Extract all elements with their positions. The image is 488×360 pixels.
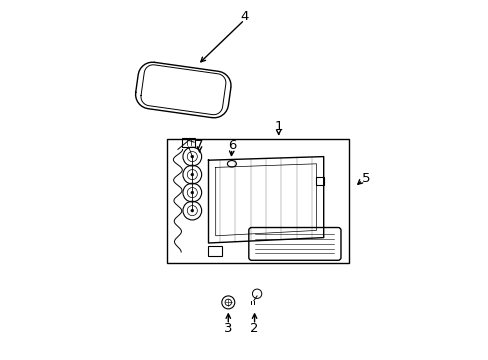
Bar (316, 177, 324, 185)
Bar (167, 139, 348, 263)
Text: 6: 6 (227, 139, 236, 152)
Bar (182, 138, 195, 147)
Text: 3: 3 (224, 322, 232, 335)
Bar (208, 246, 222, 256)
Circle shape (190, 155, 193, 158)
Text: 5: 5 (361, 172, 370, 185)
Circle shape (190, 209, 193, 212)
Text: 4: 4 (240, 10, 248, 23)
Circle shape (190, 173, 193, 176)
Circle shape (190, 191, 193, 194)
Text: 2: 2 (250, 322, 258, 335)
Text: 1: 1 (274, 120, 283, 133)
Text: 7: 7 (195, 139, 203, 152)
